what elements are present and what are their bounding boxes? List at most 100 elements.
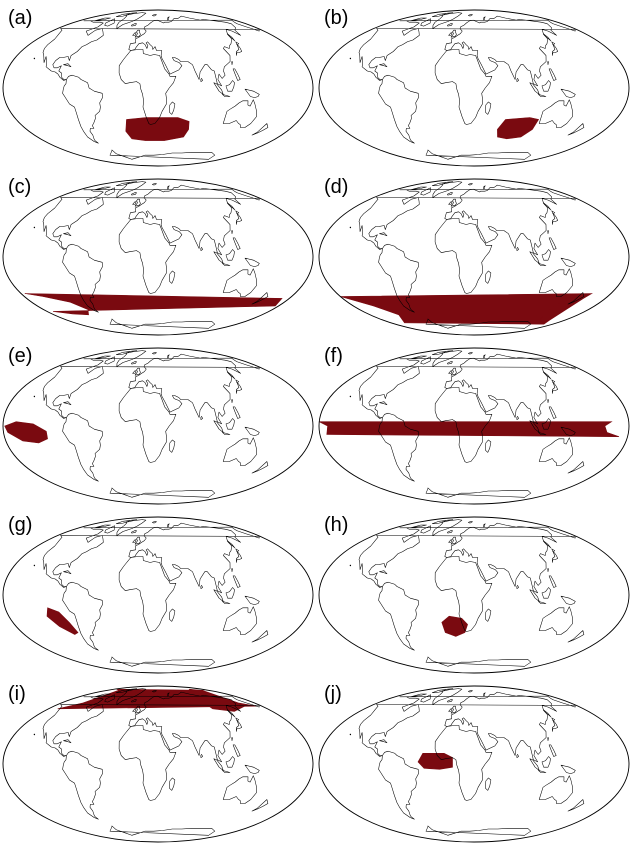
world-map: [318, 516, 630, 674]
highlight-region-group: [497, 117, 540, 140]
coastline: [63, 232, 72, 237]
panel-label: (e): [8, 345, 33, 367]
island-dot: [349, 564, 352, 567]
coastline: [538, 770, 547, 773]
coastline: [116, 519, 147, 536]
highlight-region: [538, 296, 586, 324]
coastline: [547, 568, 549, 572]
coastline: [379, 739, 388, 744]
coastline: [115, 350, 138, 355]
coastline: [567, 461, 585, 474]
coastlines: [358, 688, 585, 836]
coastline: [42, 357, 260, 419]
coastline: [529, 758, 540, 771]
coastline: [444, 353, 557, 425]
coastline: [450, 198, 457, 207]
coastline: [235, 379, 242, 394]
coastline: [231, 568, 233, 572]
coastline: [485, 777, 492, 791]
map-panel-a: (a): [0, 0, 316, 169]
coastline: [200, 585, 203, 589]
coastline: [169, 270, 176, 284]
coastline: [551, 717, 558, 732]
globe-outline: [2, 347, 314, 505]
coastline: [152, 352, 157, 355]
coastline: [167, 354, 170, 359]
coastlines: [358, 181, 585, 329]
highlight-region: [125, 117, 190, 141]
coastline: [538, 601, 547, 604]
coastline: [235, 210, 242, 225]
coastline: [434, 49, 493, 125]
coastline: [226, 709, 236, 718]
coastline: [226, 371, 236, 380]
coastline: [560, 257, 576, 267]
coastline: [410, 17, 427, 22]
panel-label: (f): [324, 345, 343, 367]
coastline: [379, 63, 388, 68]
highlight-region-group: [46, 607, 79, 635]
coastline: [548, 744, 557, 757]
coastline: [225, 80, 235, 92]
coastlines: [42, 350, 269, 498]
coastline: [379, 570, 388, 575]
coastline: [434, 556, 493, 632]
coastline: [516, 78, 519, 82]
coastline: [444, 15, 557, 87]
coastline: [213, 420, 224, 433]
panel-label: (a): [8, 7, 33, 29]
coastline: [131, 530, 137, 534]
coastline: [541, 756, 551, 768]
coastline: [547, 61, 549, 65]
coastline: [444, 522, 557, 594]
coastline: [548, 237, 557, 250]
coastline: [542, 202, 552, 211]
coastline: [169, 101, 176, 115]
coastline: [200, 416, 203, 420]
coastline: [231, 399, 233, 403]
coastline: [567, 292, 585, 305]
coastline: [132, 539, 137, 543]
coastline: [116, 181, 147, 198]
coastline: [104, 356, 115, 365]
coastline: [432, 181, 463, 198]
highlight-region: [4, 421, 48, 444]
coastline: [222, 601, 231, 604]
coastline: [468, 690, 473, 693]
map-panel-d: (d): [316, 169, 632, 338]
world-map: [318, 9, 630, 167]
coastline: [134, 367, 141, 376]
coastline: [235, 41, 242, 56]
coastlines: [42, 519, 269, 667]
coastline: [420, 18, 431, 27]
coastline: [231, 61, 233, 65]
coastline: [548, 406, 557, 419]
coastlines: [42, 688, 269, 836]
coastline: [432, 688, 463, 705]
coastline: [560, 426, 576, 436]
coastline: [225, 418, 235, 430]
highlight-region: [46, 607, 79, 635]
globe-outline: [2, 516, 314, 674]
coastline: [62, 581, 103, 651]
coastline: [251, 799, 269, 812]
globe-outline: [2, 178, 314, 336]
coastline: [62, 750, 103, 820]
coastline: [222, 263, 231, 266]
coastline: [128, 184, 241, 256]
coastline: [115, 12, 138, 17]
coastline: [222, 268, 257, 297]
coastline: [541, 80, 551, 92]
map-panel-e: (e): [0, 338, 316, 507]
coastline: [567, 630, 585, 643]
coastline: [251, 123, 269, 136]
coastline: [542, 371, 552, 380]
coastline: [222, 432, 231, 435]
coastline: [213, 82, 224, 95]
coastline: [538, 437, 573, 466]
coastline: [244, 88, 260, 98]
island-dot: [349, 226, 352, 229]
coastline: [131, 192, 137, 196]
coastline: [468, 14, 473, 17]
